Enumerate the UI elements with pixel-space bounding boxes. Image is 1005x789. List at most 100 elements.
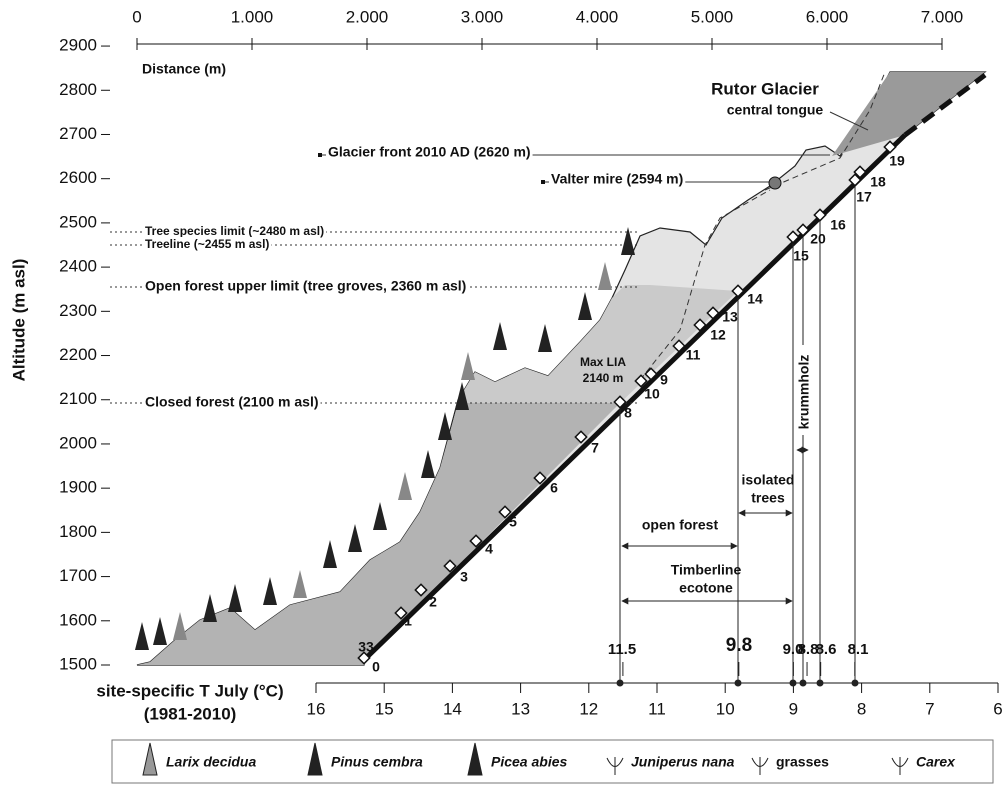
tree	[228, 584, 242, 612]
site-label: 4	[485, 541, 493, 557]
y-tick-label: 2600	[59, 168, 97, 187]
marker-label: Glacier front 2010 AD (2620 m)	[328, 144, 531, 160]
site-marker	[469, 534, 483, 548]
tree	[493, 322, 507, 350]
label-bg	[143, 395, 321, 411]
y-tick-label: 2200	[59, 345, 97, 364]
glacier-outline	[764, 71, 886, 191]
x-tick-label: 6.000	[806, 7, 849, 26]
label-bg	[326, 145, 533, 161]
max-lia-alt: 2140 m	[583, 371, 624, 385]
tree	[153, 617, 167, 645]
y-tick-label: 1500	[59, 654, 97, 673]
site-label: 10	[644, 386, 660, 402]
site-label: 11	[686, 347, 701, 363]
site-label: 0	[372, 659, 380, 675]
mire	[768, 176, 782, 190]
max-lia-line	[639, 189, 771, 381]
y-tick-label: 1900	[59, 478, 97, 497]
site-temp: 8.6	[816, 641, 837, 658]
drop-dot	[816, 679, 824, 687]
drop-dot	[789, 679, 797, 687]
tree	[293, 570, 307, 598]
site-label: 20	[810, 231, 826, 247]
leader	[829, 111, 869, 131]
distance-label: Distance (m)	[142, 61, 226, 77]
site-marker	[883, 140, 897, 154]
marker-dot	[318, 153, 322, 157]
site-marker	[634, 374, 648, 388]
site-marker	[706, 306, 720, 320]
legend-label: Pinus cembra	[331, 754, 423, 770]
zone-label: krummholz	[796, 355, 812, 430]
y-tick-label: 1700	[59, 566, 97, 585]
temp-tick-label: 10	[716, 699, 735, 718]
temp-tick-label: 9	[789, 699, 798, 718]
site-label: 2	[429, 594, 437, 610]
limit-label: Treeline (~2455 m asl)	[145, 237, 269, 251]
legend-label: grasses	[776, 754, 829, 770]
y-tick-label: 2000	[59, 433, 97, 452]
tree	[461, 352, 475, 380]
tree	[621, 227, 635, 255]
marker-label: Valter mire (2594 m)	[551, 171, 683, 187]
site-marker	[574, 430, 588, 444]
tree	[348, 524, 362, 552]
site-temp: 8.8	[798, 641, 819, 658]
temp-tick-label: 14	[443, 699, 462, 718]
legend-label: Larix decidua	[166, 754, 256, 770]
site-marker	[394, 606, 408, 620]
limit-label: Open forest upper limit (tree groves, 23…	[145, 278, 466, 294]
zone-label: open forest	[642, 517, 719, 533]
site-marker	[357, 651, 371, 665]
site-marker	[644, 367, 658, 381]
site-label: 17	[856, 189, 872, 205]
slope-line-dashed	[903, 73, 987, 137]
zone-label: Timberline	[671, 562, 742, 578]
label-bg	[797, 345, 813, 435]
y-tick-label: 2500	[59, 212, 97, 231]
glacier-part: central tongue	[727, 102, 824, 118]
label-bg	[143, 224, 327, 240]
site-marker	[848, 173, 862, 187]
temperature-label: site-specific T July (°C)	[96, 681, 283, 700]
legend-icon	[467, 742, 483, 776]
tree	[263, 577, 277, 605]
site-marker	[498, 505, 512, 519]
site-temp: 11.5	[608, 641, 636, 658]
label-bg	[143, 279, 469, 295]
drop-dot	[851, 679, 859, 687]
zone-label: trees	[751, 490, 785, 506]
x-tick-label: 0	[132, 7, 141, 26]
temp-tick-label: 11	[648, 699, 666, 718]
glacier	[832, 72, 985, 156]
temp-tick-label: 13	[511, 699, 530, 718]
tree	[455, 382, 469, 410]
legend-icon	[891, 757, 909, 775]
y-tick-label: 2900	[59, 36, 97, 55]
tree	[421, 450, 435, 478]
site-label: 16	[830, 217, 846, 233]
tree	[173, 612, 187, 640]
altitude-label: Altitude (m asl)	[9, 259, 28, 382]
site-marker	[786, 230, 800, 244]
legend-label: Carex	[916, 754, 956, 770]
tree	[538, 324, 552, 352]
temp-tick-label: 15	[375, 699, 394, 718]
y-tick-label: 2100	[59, 389, 97, 408]
closed-forest-zone	[137, 403, 620, 665]
temperature-period: (1981-2010)	[144, 704, 237, 723]
site-label: 19	[889, 153, 905, 169]
site-label: 3	[460, 569, 468, 585]
temp-tick-label: 12	[579, 699, 598, 718]
site-temp: 8.1	[848, 641, 869, 658]
tree	[438, 412, 452, 440]
site-marker	[796, 223, 810, 237]
y-tick-label: 2700	[59, 124, 97, 143]
temp-tick-label: 6	[993, 699, 1002, 718]
site-label: 13	[722, 309, 738, 325]
legend-icon	[606, 757, 624, 775]
site-marker	[853, 165, 867, 179]
site-marker	[693, 318, 707, 332]
